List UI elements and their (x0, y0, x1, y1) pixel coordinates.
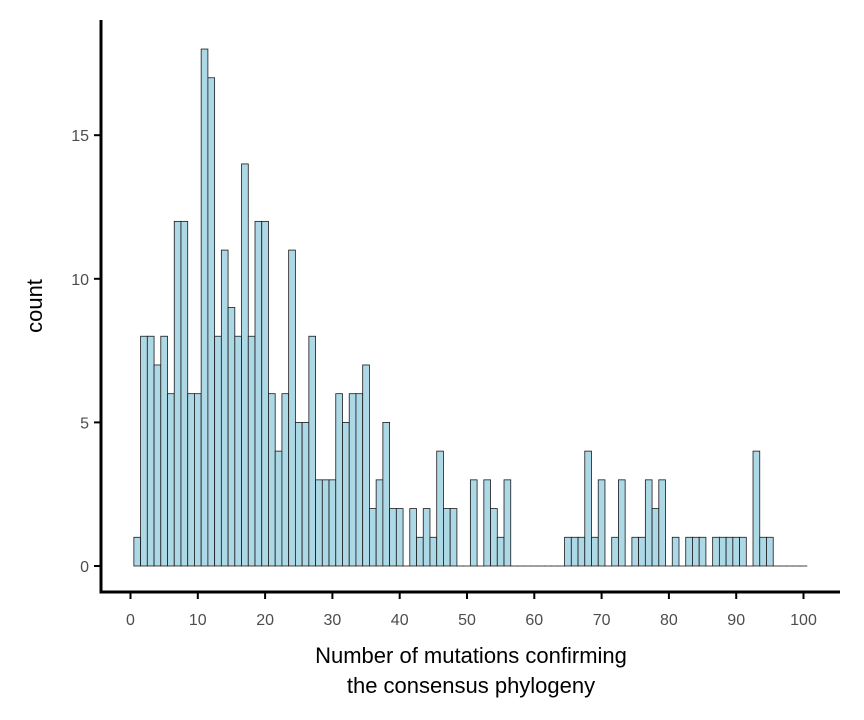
y-tick-label: 0 (80, 559, 89, 576)
histogram-bar (416, 536, 424, 567)
x-tick-label: 40 (391, 612, 409, 629)
histogram-bar (490, 508, 498, 567)
y-tick-label: 10 (71, 272, 89, 289)
histogram-bar (496, 536, 505, 567)
y-tick-label: 15 (71, 128, 89, 145)
histogram-bar (214, 335, 222, 567)
histogram-bar (658, 479, 666, 567)
histogram-bar (752, 450, 761, 567)
histogram-bar (389, 508, 397, 567)
histogram-bar (718, 536, 727, 567)
histogram-bar (207, 77, 216, 567)
histogram-bar (241, 163, 249, 567)
histogram-bar (281, 393, 290, 567)
x-tick-label: 100 (790, 612, 817, 629)
histogram-bar (597, 479, 606, 567)
x-axis-ticks: 0 10 20 30 40 50 60 70 80 90 100 (126, 592, 817, 629)
histogram-bar (409, 508, 417, 567)
histogram-bar (766, 536, 774, 567)
histogram-bar (739, 536, 747, 567)
histogram-bar (436, 450, 444, 567)
histogram-bar (342, 421, 350, 567)
histogram-bar (261, 220, 269, 567)
x-axis-title-line-2: the consensus phylogeny (347, 673, 595, 698)
histogram-bar (315, 479, 323, 567)
x-tick-label: 50 (458, 612, 476, 629)
histogram-bar (618, 479, 626, 567)
histogram-bar (268, 393, 276, 567)
histogram-bar (449, 508, 458, 567)
histogram-bar (644, 479, 653, 567)
histogram-bar (638, 536, 646, 567)
histogram-bar (321, 479, 330, 567)
histogram-bar (759, 536, 767, 567)
histogram-bar (698, 536, 707, 567)
x-tick-label: 20 (256, 612, 274, 629)
x-tick-label: 80 (660, 612, 678, 629)
y-tick-label: 5 (80, 415, 89, 432)
histogram-bar (180, 220, 189, 567)
histogram-bar (725, 536, 734, 567)
histogram-bars (133, 48, 808, 567)
histogram-bar (692, 536, 700, 567)
histogram-bar (483, 479, 491, 567)
histogram-bar (187, 393, 195, 567)
x-tick-label: 0 (126, 612, 135, 629)
histogram-bar (570, 536, 579, 567)
histogram-bar (254, 220, 263, 567)
histogram-bar (355, 393, 364, 567)
histogram-bar (382, 421, 391, 567)
histogram-bar (651, 508, 660, 567)
histogram-bar (294, 421, 303, 567)
histogram-bar (153, 364, 162, 567)
histogram-bar (732, 536, 740, 567)
histogram-bar (443, 508, 451, 567)
x-axis-title-line-1: Number of mutations confirming (315, 643, 627, 668)
histogram-bar (160, 335, 168, 567)
histogram-bar (146, 335, 155, 567)
x-tick-label: 30 (324, 612, 342, 629)
histogram-bar (173, 220, 182, 567)
histogram-bar (274, 450, 283, 567)
histogram-bar (429, 536, 438, 567)
histogram-bar (194, 393, 202, 567)
x-tick-label: 90 (727, 612, 745, 629)
histogram-bar (631, 536, 640, 567)
histogram-bar (247, 335, 256, 567)
histogram-bar (220, 249, 229, 567)
histogram-bar (712, 536, 720, 567)
histogram-bar (335, 393, 343, 567)
histogram-bar (227, 307, 236, 567)
histogram-bar (167, 393, 175, 567)
histogram-bar (685, 536, 693, 567)
histogram-bar (591, 536, 599, 567)
x-tick-label: 60 (525, 612, 543, 629)
histogram-bar (671, 536, 680, 567)
histogram-bar (469, 479, 478, 567)
histogram-bar (133, 536, 141, 567)
histogram-bar (200, 48, 209, 567)
histogram-bar (308, 335, 316, 567)
histogram-bar (584, 450, 592, 567)
x-tick-label: 70 (593, 612, 611, 629)
histogram-bar (577, 536, 586, 567)
histogram-bar (375, 479, 384, 567)
histogram-bar (422, 508, 431, 567)
histogram-bar (362, 364, 370, 567)
y-axis-ticks: 0 5 10 15 (71, 128, 101, 576)
histogram-bar (503, 479, 512, 567)
histogram-bar (234, 335, 242, 567)
histogram-bar (369, 508, 377, 567)
histogram-bar (395, 508, 404, 567)
histogram-bar (288, 249, 296, 567)
histogram-bar (140, 335, 148, 567)
histogram-bar (611, 536, 619, 567)
histogram-bar (301, 421, 310, 567)
histogram-bar (328, 479, 337, 567)
histogram-bar (564, 536, 572, 567)
y-axis-title: count (22, 279, 47, 333)
x-tick-label: 10 (189, 612, 207, 629)
histogram-bar (348, 393, 357, 567)
